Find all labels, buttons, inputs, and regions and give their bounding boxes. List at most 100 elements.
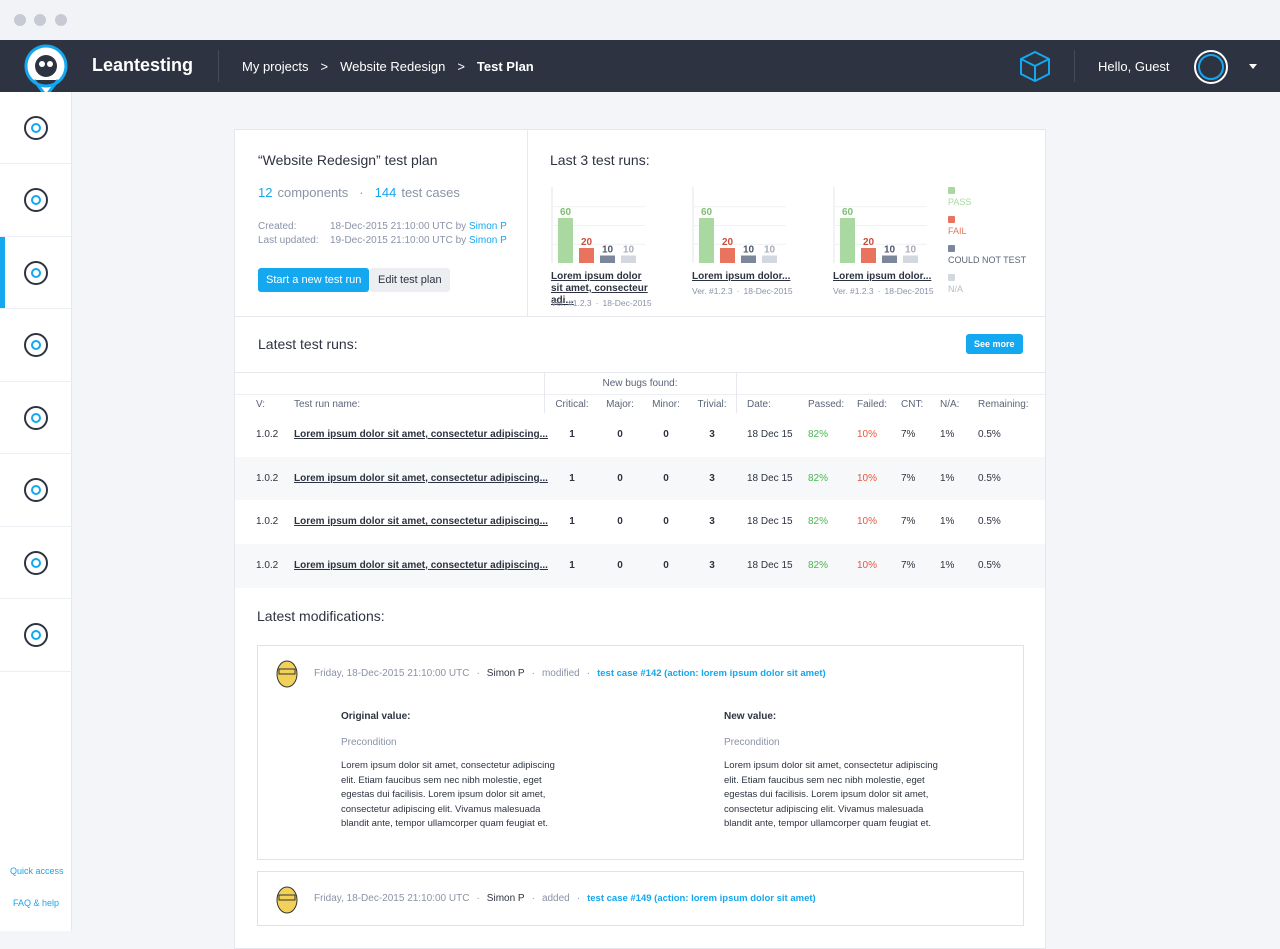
- run-name-link[interactable]: Lorem ipsum dolor sit amet, consectetur …: [294, 472, 548, 484]
- bar: [762, 255, 777, 263]
- table-cell: 0: [663, 429, 669, 440]
- run-name-link[interactable]: Lorem ipsum dolor sit amet, consectetur …: [294, 516, 548, 528]
- nav-item[interactable]: [0, 92, 72, 164]
- column-header: Minor:: [652, 399, 680, 410]
- nav-item[interactable]: [0, 237, 72, 309]
- brand[interactable]: Leantesting: [92, 55, 194, 75]
- divider: [218, 50, 219, 82]
- table-cell: 1: [569, 516, 575, 528]
- nav-icon: [24, 623, 48, 647]
- run-name-link[interactable]: Lorem ipsum dolor sit amet, consectetur …: [294, 559, 548, 571]
- table-cell: 82%: [808, 472, 829, 484]
- legend-swatch: [948, 245, 955, 252]
- run-name-link[interactable]: Lorem ipsum dolor sit amet, consecteur a…: [551, 271, 648, 306]
- mod-target-link[interactable]: test case #149 (action: lorem ipsum dolo…: [587, 893, 816, 904]
- column-header: Major:: [606, 399, 634, 410]
- see-more-button[interactable]: See more: [966, 334, 1023, 354]
- active-indicator: [0, 237, 5, 309]
- table-cell: 0: [617, 429, 623, 440]
- section-title: Latest modifications:: [257, 608, 385, 624]
- mini-bar-chart: 60 20 10 10: [692, 187, 786, 263]
- table-cell: 3: [709, 516, 715, 528]
- table-row: 1.0.2 Lorem ipsum dolor sit amet, consect…: [235, 500, 1045, 545]
- sidebar: Quick access FAQ & help: [0, 92, 72, 931]
- legend-swatch: [948, 187, 955, 194]
- table-cell: 1%: [940, 429, 955, 440]
- author-link[interactable]: Simon P: [468, 235, 507, 246]
- table-cell: 0: [663, 516, 669, 528]
- window-dot: [55, 14, 67, 26]
- mod-user: Simon P: [486, 668, 525, 679]
- separator: ·: [576, 893, 581, 904]
- table-cell: 1.0.2: [256, 429, 279, 440]
- cases-label: test cases: [401, 185, 460, 200]
- link-text[interactable]: Quick access: [10, 866, 64, 876]
- nav-item[interactable]: [0, 527, 72, 599]
- modification-item: Friday, 18-Dec-2015 21:10:00 UTC · Simon…: [257, 871, 1024, 926]
- table-cell: 82%: [808, 559, 829, 571]
- breadcrumb-separator: >: [320, 59, 329, 74]
- greeting: Hello, Guest: [1098, 59, 1170, 74]
- nav-item[interactable]: [0, 382, 72, 454]
- table-cell: 0: [617, 559, 623, 571]
- separator: ·: [877, 286, 881, 296]
- legend-label: PASS: [948, 197, 972, 207]
- field-name: Precondition: [341, 737, 397, 748]
- table-row: 1.0.2 Lorem ipsum dolor sit amet, consect…: [235, 413, 1045, 457]
- column-header: CNT:: [901, 399, 924, 410]
- meta-value: 19-Dec-2015 21:10:00 UTC by: [330, 235, 467, 246]
- nav-item[interactable]: [0, 455, 72, 527]
- mod-target-link[interactable]: test case #142 (action: lorem ipsum dolo…: [597, 668, 826, 679]
- breadcrumb-link[interactable]: My projects: [242, 59, 309, 74]
- icon-shape: [24, 188, 48, 212]
- icon-shape: [24, 478, 48, 502]
- table-cell: 0: [663, 559, 669, 571]
- legend-label: COULD NOT TEST: [948, 255, 1027, 265]
- author-link[interactable]: Simon P: [468, 221, 507, 232]
- bar: [840, 218, 855, 263]
- run-name-link[interactable]: Lorem ipsum dolor sit amet, consectetur …: [294, 429, 548, 440]
- separator: ·: [595, 298, 599, 308]
- start-run-button[interactable]: Start a new test run: [258, 268, 370, 292]
- cube-icon[interactable]: [1018, 50, 1052, 82]
- table-cell: 0: [617, 472, 623, 484]
- browser-chrome: [0, 0, 1280, 40]
- legend-label: FAIL: [948, 226, 967, 236]
- quick-access-link[interactable]: Quick access: [10, 866, 64, 876]
- edit-plan-button[interactable]: Edit test plan: [370, 268, 450, 292]
- table-cell: 1%: [940, 472, 955, 484]
- logo[interactable]: [22, 42, 70, 98]
- nav-item[interactable]: [0, 600, 72, 672]
- mod-date: Friday, 18-Dec-2015 21:10:00 UTC: [314, 668, 470, 679]
- run-name-link[interactable]: Lorem ipsum dolor...: [692, 271, 791, 282]
- table-cell: 0.5%: [978, 472, 1001, 484]
- breadcrumb-link[interactable]: Website Redesign: [340, 59, 446, 74]
- icon-shape: [24, 550, 48, 575]
- table-cell: 10%: [857, 516, 878, 528]
- table-cell: 18 Dec 15: [747, 559, 793, 571]
- separator: ·: [359, 185, 364, 200]
- nav-item[interactable]: [0, 165, 72, 237]
- table-cell: 1.0.2: [256, 559, 279, 571]
- user-avatar[interactable]: [1193, 49, 1229, 85]
- meta-label: Created:: [258, 221, 297, 232]
- content-card: “Website Redesign” test plan 12 componen…: [234, 129, 1046, 949]
- user-avatar: [276, 886, 298, 914]
- table-cell: 1: [569, 472, 575, 484]
- column-header: V:: [256, 399, 266, 410]
- cases-count: 144: [374, 185, 397, 200]
- bar: [861, 248, 876, 263]
- divider: [235, 394, 1045, 395]
- link-text[interactable]: FAQ & help: [13, 898, 60, 908]
- table-cell: 7%: [901, 559, 916, 571]
- icon-shape: [31, 267, 41, 278]
- dropdown-caret[interactable]: [1249, 64, 1257, 70]
- mod-date: Friday, 18-Dec-2015 21:10:00 UTC: [314, 893, 470, 904]
- icon-shape: [24, 260, 48, 285]
- legend-label: N/A: [948, 284, 964, 294]
- column-header: Trivial:: [697, 399, 727, 410]
- run-name-link[interactable]: Lorem ipsum dolor...: [833, 271, 932, 282]
- nav-item[interactable]: [0, 310, 72, 382]
- faq-link[interactable]: FAQ & help: [13, 898, 59, 908]
